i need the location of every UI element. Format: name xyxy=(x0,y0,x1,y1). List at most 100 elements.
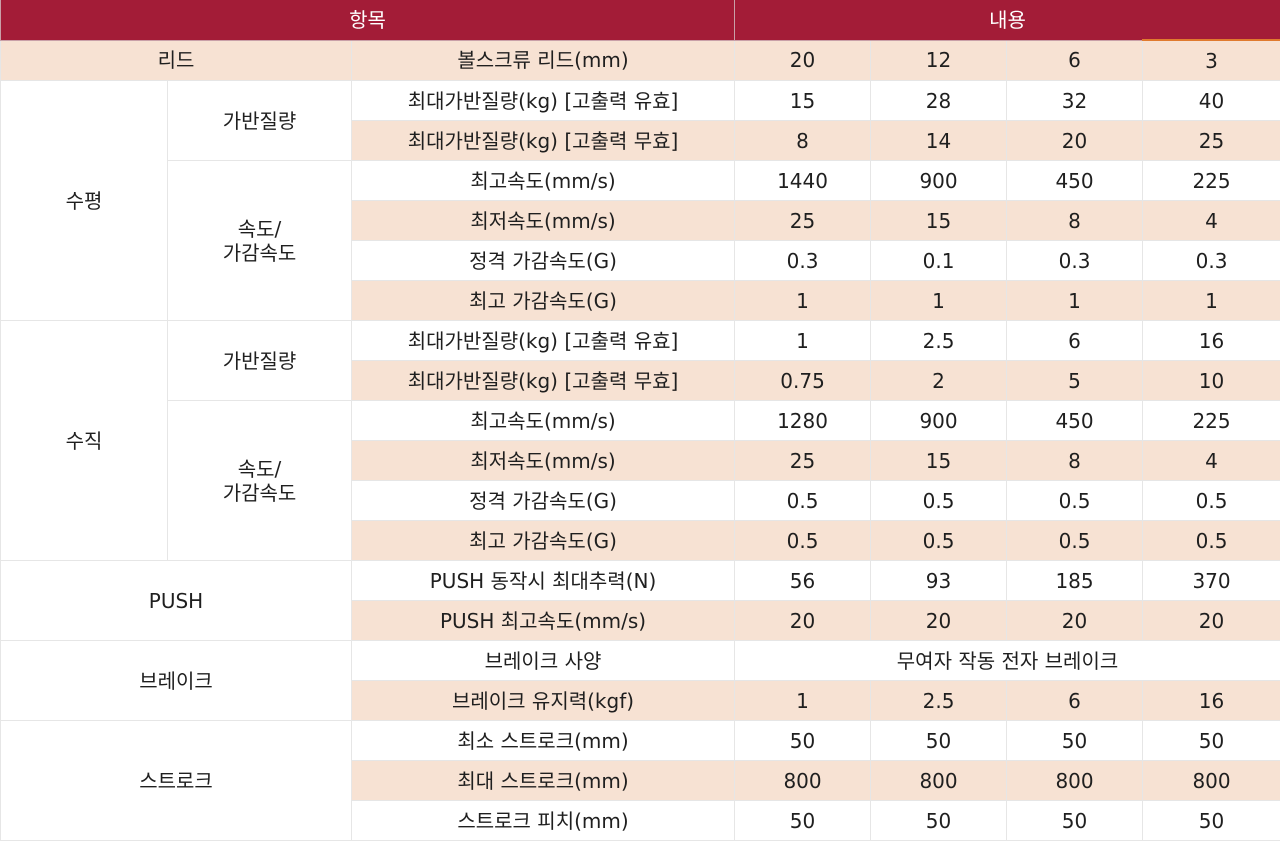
row-item: 최대 스트로크(mm) xyxy=(350,760,736,801)
cell-value: 0.3 xyxy=(1006,240,1144,281)
table-row: 최고 가감속도(G) 1 1 1 1 xyxy=(1,280,1280,321)
cell-value: 1 xyxy=(734,320,872,361)
cell-value: 0.3 xyxy=(734,240,872,281)
cell-value: 0.75 xyxy=(734,360,872,401)
cell-value: 1 xyxy=(870,280,1008,321)
cell-value: 0.5 xyxy=(1142,480,1280,521)
cell-value: 800 xyxy=(1006,760,1144,801)
cell-value: 900 xyxy=(870,400,1008,441)
cell-value: 450 xyxy=(1006,160,1144,201)
cell-value: 12 xyxy=(870,39,1008,81)
cell-value: 8 xyxy=(734,120,872,161)
cell-value: 50 xyxy=(1006,800,1144,841)
subgroup-payload: 가반질량 xyxy=(167,320,352,401)
subgroup-payload: 가반질량 xyxy=(167,80,352,161)
cell-value: 16 xyxy=(1142,680,1280,721)
cell-value: 2.5 xyxy=(870,680,1008,721)
cell-value: 0.5 xyxy=(1142,520,1280,561)
table-row: 최저속도(mm/s) 25 15 8 4 xyxy=(1,440,1280,481)
table-row: 수직 가반질량 최대가반질량(kg) [고출력 유효] 1 2.5 6 16 xyxy=(0,320,1280,561)
group-stroke: 스트로크 xyxy=(0,720,352,841)
cell-value-merged: 무여자 작동 전자 브레이크 xyxy=(734,640,1280,681)
row-item: 최대가반질량(kg) [고출력 무효] xyxy=(350,360,736,401)
cell-value: 20 xyxy=(734,39,872,81)
cell-value: 20 xyxy=(870,600,1008,641)
cell-value: 50 xyxy=(870,720,1008,761)
header-item: 항목 xyxy=(0,0,736,41)
cell-value: 450 xyxy=(1006,400,1144,441)
cell-value: 1 xyxy=(1006,280,1144,321)
table-row: 최대가반질량(kg) [고출력 무효] 8 14 20 25 xyxy=(1,120,1280,161)
table-row: PUSH PUSH 동작시 최대추력(N) 56 93 185 370 xyxy=(0,560,1280,641)
cell-value: 0.5 xyxy=(870,480,1008,521)
cell-value: 16 xyxy=(1142,320,1280,361)
lead-label: 리드 xyxy=(0,39,352,81)
row-item: 최저속도(mm/s) xyxy=(350,440,736,481)
cell-value: 6 xyxy=(1006,39,1144,81)
cell-value: 8 xyxy=(1006,440,1144,481)
cell-value: 2 xyxy=(870,360,1008,401)
cell-value: 28 xyxy=(870,80,1008,121)
table-row: 스트로크 최소 스트로크(mm) 50 50 50 50 xyxy=(0,720,1280,841)
row-item: 스트로크 피치(mm) xyxy=(350,800,736,841)
cell-value: 800 xyxy=(1142,760,1280,801)
table-row: 최대 스트로크(mm) 800 800 800 800 xyxy=(1,760,1280,801)
cell-value: 20 xyxy=(734,600,872,641)
cell-value: 50 xyxy=(1142,800,1280,841)
cell-value: 50 xyxy=(734,720,872,761)
table-row: 최대가반질량(kg) [고출력 무효] 0.75 2 5 10 xyxy=(1,360,1280,401)
cell-value: 14 xyxy=(870,120,1008,161)
cell-value: 6 xyxy=(1006,320,1144,361)
cell-value: 6 xyxy=(1006,680,1144,721)
group-vertical: 수직 xyxy=(0,320,168,561)
cell-value: 93 xyxy=(870,560,1008,601)
cell-value: 800 xyxy=(870,760,1008,801)
cell-value: 0.5 xyxy=(1006,480,1144,521)
cell-value: 1 xyxy=(1142,280,1280,321)
subgroup-speed-line1: 속도/ xyxy=(237,216,282,241)
cell-value: 32 xyxy=(1006,80,1144,121)
table-row: 스트로크 피치(mm) 50 50 50 50 xyxy=(1,800,1280,841)
cell-value: 185 xyxy=(1006,560,1144,601)
cell-value: 20 xyxy=(1006,600,1144,641)
cell-value: 50 xyxy=(1006,720,1144,761)
table-row: 속도/ 가감속도 최고속도(mm/s) 1440 900 450 225 xyxy=(1,160,1280,321)
cell-value: 15 xyxy=(870,200,1008,241)
header-content: 내용 xyxy=(734,0,1280,41)
cell-value: 4 xyxy=(1142,440,1280,481)
table-row: 속도/ 가감속도 최고속도(mm/s) 1280 900 450 225 xyxy=(1,400,1280,561)
row-item: 브레이크 유지력(kgf) xyxy=(350,680,736,721)
group-push: PUSH xyxy=(0,560,352,641)
cell-value: 25 xyxy=(1142,120,1280,161)
cell-value: 0.1 xyxy=(870,240,1008,281)
cell-value: 20 xyxy=(1006,120,1144,161)
table-row: 브레이크 브레이크 사양 무여자 작동 전자 브레이크 xyxy=(0,640,1280,721)
table-row: 수평 가반질량 최대가반질량(kg) [고출력 유효] 15 28 32 40 xyxy=(0,80,1280,321)
cell-value: 225 xyxy=(1142,160,1280,201)
cell-value: 370 xyxy=(1142,560,1280,601)
row-item: 최고속도(mm/s) xyxy=(350,400,736,441)
cell-value: 5 xyxy=(1006,360,1144,401)
row-item: 최소 스트로크(mm) xyxy=(350,720,736,761)
row-item: 최고속도(mm/s) xyxy=(350,160,736,201)
cell-value: 15 xyxy=(870,440,1008,481)
cell-value: 15 xyxy=(734,80,872,121)
cell-value: 900 xyxy=(870,160,1008,201)
row-item: PUSH 최고속도(mm/s) xyxy=(350,600,736,641)
row-item: PUSH 동작시 최대추력(N) xyxy=(350,560,736,601)
subgroup-speed: 속도/ 가감속도 xyxy=(167,400,352,561)
cell-value: 10 xyxy=(1142,360,1280,401)
subgroup-speed: 속도/ 가감속도 xyxy=(167,160,352,321)
group-horizontal: 수평 xyxy=(0,80,168,321)
cell-value: 25 xyxy=(734,440,872,481)
cell-value: 0.5 xyxy=(870,520,1008,561)
cell-value: 1440 xyxy=(734,160,872,201)
cell-value: 1280 xyxy=(734,400,872,441)
cell-value: 50 xyxy=(1142,720,1280,761)
row-item: 최대가반질량(kg) [고출력 유효] xyxy=(350,320,736,361)
subgroup-speed-line1: 속도/ xyxy=(237,456,282,481)
cell-value: 25 xyxy=(734,200,872,241)
cell-value: 2.5 xyxy=(870,320,1008,361)
cell-value: 1 xyxy=(734,280,872,321)
